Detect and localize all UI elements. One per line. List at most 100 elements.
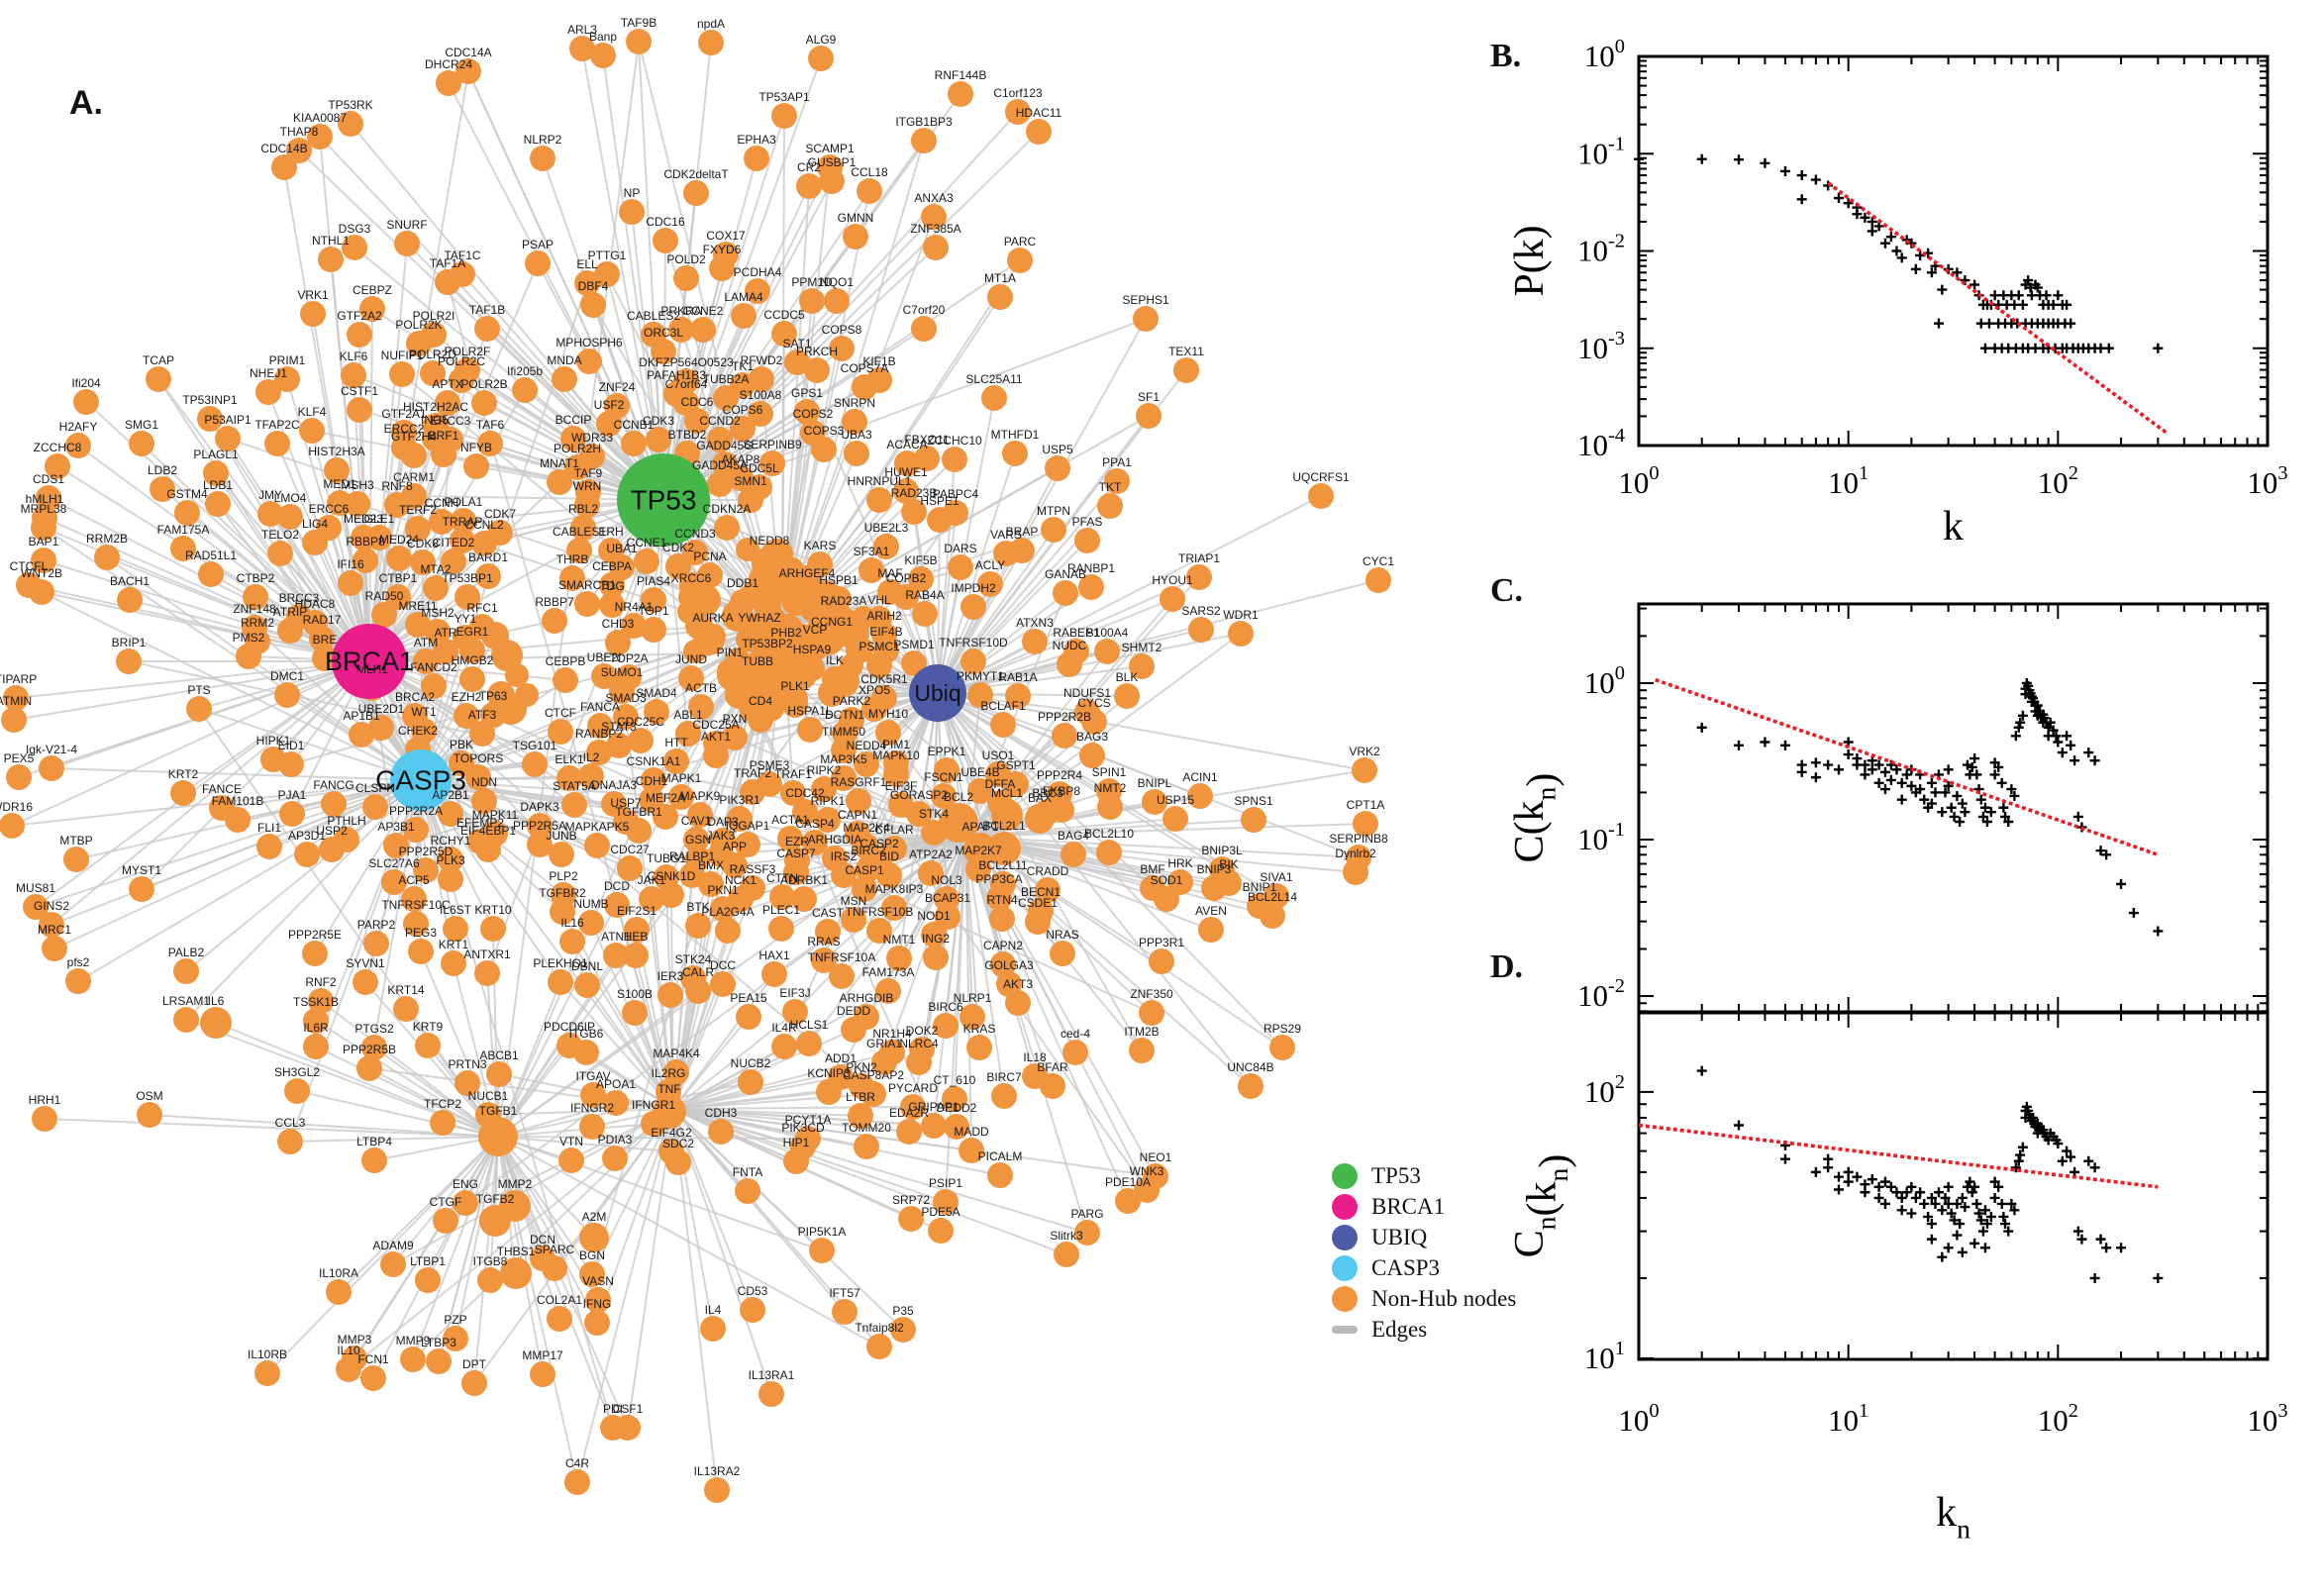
- network-node: [783, 859, 809, 885]
- network-edge: [937, 633, 1242, 694]
- network-node: [704, 1477, 730, 1503]
- network-node: [475, 837, 501, 862]
- network-node: [371, 602, 397, 628]
- network-node: [433, 1208, 458, 1234]
- network-node-label: FAM173A: [862, 965, 915, 979]
- network-node: [1025, 804, 1055, 834]
- network-node: [1129, 653, 1155, 679]
- panel-c-label: C.: [1490, 572, 1524, 609]
- network-node-label: CCNH: [425, 496, 459, 510]
- network-node-label: MUS81: [16, 881, 55, 895]
- network-node: [401, 443, 427, 468]
- fit-line: [1638, 1123, 2159, 1189]
- data-point: [1860, 1187, 1870, 1198]
- network-node-label: Banp: [589, 30, 617, 44]
- network-node: [641, 767, 666, 793]
- data-point: [2062, 1146, 2072, 1156]
- network-node-label: TGFBR2: [539, 886, 586, 900]
- network-node: [42, 936, 67, 961]
- network-node-label: JUNB: [546, 829, 576, 843]
- data-point: [1937, 284, 1948, 295]
- network-node: [471, 788, 497, 814]
- axis-text: 10-1: [1577, 133, 1625, 170]
- network-node-label: LIG4: [302, 517, 328, 531]
- network-node: [811, 437, 837, 462]
- network-node-label: DAPK3: [520, 800, 559, 814]
- data-point: [1943, 764, 1954, 775]
- network-node: [683, 827, 709, 852]
- network-node: [579, 1223, 609, 1252]
- network-node: [45, 453, 70, 479]
- network-node: [441, 549, 466, 574]
- network-node: [347, 397, 372, 423]
- network-node-label: CDS1: [33, 472, 64, 486]
- network-node: [736, 538, 759, 561]
- network-node: [826, 586, 852, 612]
- network-node: [626, 818, 652, 844]
- network-node: [0, 813, 25, 839]
- hub-node-casp3: [390, 749, 452, 811]
- network-node-label: PRKRA: [660, 304, 701, 318]
- network-node-label: MAP2K4: [843, 821, 890, 835]
- network-node: [394, 231, 420, 256]
- network-node-label: NOL3: [931, 873, 962, 887]
- network-node: [1045, 455, 1070, 481]
- network-node-label: BTBD2: [668, 428, 707, 442]
- network-node-label: PIN1: [717, 646, 744, 659]
- network-edge: [354, 1136, 499, 1359]
- data-point: [1919, 1198, 1930, 1209]
- network-node-label: HCLS1: [790, 1018, 829, 1032]
- network-node-label: KLF4: [298, 405, 327, 419]
- network-node-label: TFAP2C: [254, 418, 300, 432]
- network-node: [173, 958, 199, 984]
- network-node-label: TP53BP2: [742, 637, 793, 650]
- data-point: [2017, 299, 2028, 310]
- network-node-label: ITM2B: [1124, 1025, 1159, 1039]
- network-node-label: P53AIP1: [204, 413, 252, 427]
- network-node-label: RANBP2: [575, 727, 623, 741]
- network-node-label: SF3A1: [854, 545, 890, 558]
- network-node: [815, 807, 841, 833]
- axis-text: C(kn): [1507, 773, 1566, 863]
- network-node-label: PEX5: [4, 751, 35, 765]
- network-node-label: PEA15: [730, 991, 767, 1005]
- network-node-label: BRAP: [1006, 525, 1039, 539]
- data-point: [1810, 1166, 1821, 1177]
- network-node-label: RFWD2: [741, 353, 783, 367]
- data-point: [1940, 787, 1951, 798]
- network-node-label: MTPN: [1037, 504, 1070, 518]
- network-node-label: BECN1: [1021, 885, 1060, 899]
- network-node-label: WDR16: [0, 800, 33, 814]
- network-node-label: IL10RA: [319, 1266, 358, 1280]
- network-node-label: CDK8: [407, 537, 439, 550]
- network-node: [254, 1360, 280, 1386]
- data-point: [1873, 221, 1884, 232]
- network-node-label: TERF2: [399, 503, 437, 517]
- network-node: [977, 571, 1003, 597]
- network-node: [1308, 483, 1334, 509]
- network-node-label: CITED2: [433, 536, 475, 549]
- network-node-label: SERPINB9: [743, 438, 802, 451]
- network-node: [362, 794, 388, 820]
- network-node-label: UBA1: [606, 542, 638, 555]
- network-node-label: MTA2: [420, 562, 451, 576]
- network-node-label: CAST: [812, 906, 845, 920]
- network-edge: [672, 1108, 910, 1133]
- network-node-label: ING2: [922, 932, 950, 946]
- network-node: [578, 763, 604, 789]
- network-node: [454, 584, 480, 610]
- data-point: [1989, 290, 2000, 301]
- network-node-label: WNK3: [1130, 1164, 1164, 1178]
- network-edge: [368, 660, 627, 823]
- network-node-label: SLC27A6: [368, 856, 420, 870]
- network-node: [1186, 564, 1212, 590]
- data-point: [2089, 1162, 2100, 1173]
- network-node: [901, 650, 927, 676]
- network-node: [599, 592, 625, 618]
- network-node-label: RRM2: [241, 616, 274, 630]
- data-point: [1906, 1181, 1917, 1192]
- network-edge: [41, 591, 370, 662]
- network-node-label: STAT3: [601, 720, 637, 734]
- network-node: [548, 719, 573, 745]
